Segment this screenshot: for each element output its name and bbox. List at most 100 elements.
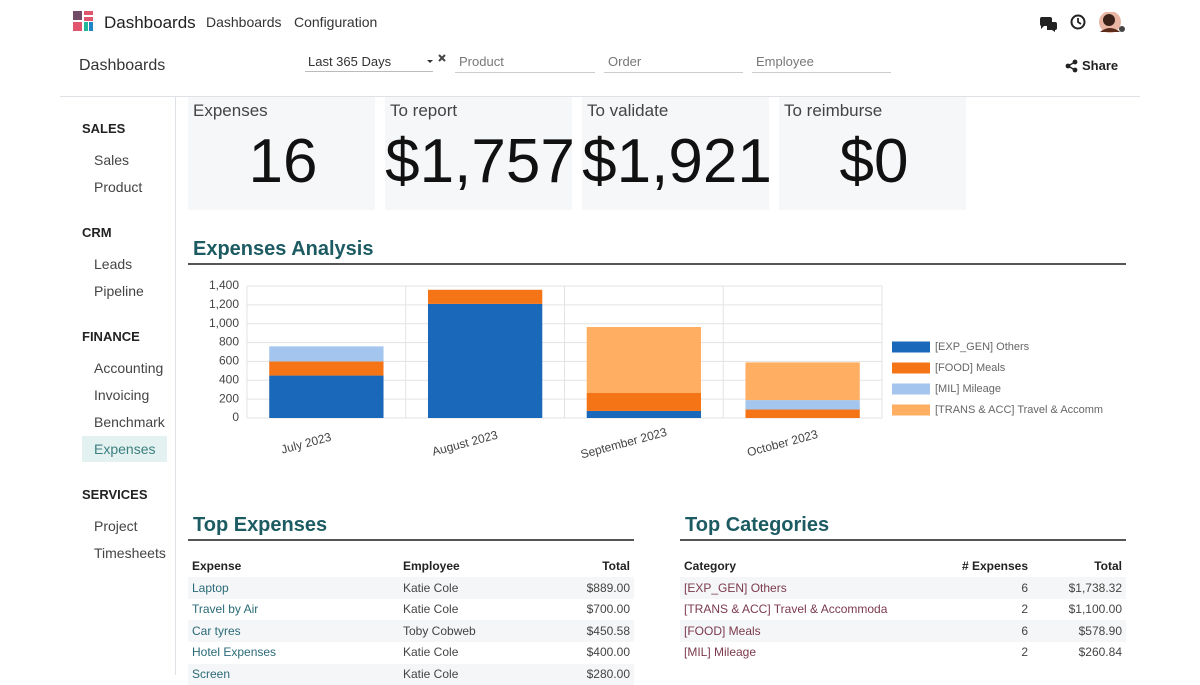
sidebar-active-highlight xyxy=(82,436,167,462)
kpi-label: To reimburse xyxy=(784,100,883,120)
table-cell[interactable]: [FOOD] Meals xyxy=(684,623,761,638)
kpi-value: 16 xyxy=(248,127,318,196)
sidebar-section-title: SALES xyxy=(82,121,126,136)
table-cell[interactable]: Laptop xyxy=(192,580,229,595)
table-cell: Katie Cole xyxy=(403,580,459,595)
table-cell[interactable]: Travel by Air xyxy=(192,602,259,617)
section-heading: Expenses Analysis xyxy=(193,237,374,260)
filter-placeholder[interactable]: Product xyxy=(459,54,504,69)
x-tick-label: September 2023 xyxy=(579,425,669,462)
sidebar-item[interactable]: Invoicing xyxy=(94,387,150,403)
filter-input-underline xyxy=(455,72,595,73)
table-cell[interactable]: [EXP_GEN] Others xyxy=(684,580,787,595)
section-underline xyxy=(188,263,1126,265)
kpi-card xyxy=(188,97,375,210)
x-tick-label: October 2023 xyxy=(745,427,819,459)
y-tick-label: 1,000 xyxy=(209,316,239,330)
table-cell: $400.00 xyxy=(586,645,630,660)
bar-segment xyxy=(586,327,702,394)
sidebar-item[interactable]: Timesheets xyxy=(94,545,166,561)
legend-label: [TRANS & ACC] Travel & Accomm xyxy=(935,404,1103,416)
kpi-card xyxy=(779,97,966,210)
legend-label: [MIL] Mileage xyxy=(935,383,1001,395)
systray[interactable] xyxy=(1038,12,1138,36)
table-row-stripe xyxy=(188,577,634,599)
table-cell: $1,100.00 xyxy=(1068,602,1122,617)
table-cell[interactable]: Screen xyxy=(192,666,231,681)
legend-swatch xyxy=(892,341,930,353)
y-tick-label: 1,400 xyxy=(209,278,239,292)
table-header: # Expenses xyxy=(961,558,1028,573)
filter-input-underline xyxy=(604,72,743,73)
table-cell: Katie Cole xyxy=(403,645,459,660)
filter-placeholder[interactable]: Order xyxy=(608,54,642,69)
table-cell: $450.58 xyxy=(586,623,630,638)
sidebar-item[interactable]: Pipeline xyxy=(94,283,144,299)
sidebar-item[interactable]: Leads xyxy=(94,256,133,272)
table-cell: 2 xyxy=(1021,645,1028,660)
legend-swatch xyxy=(892,383,930,395)
table-header: Total xyxy=(1094,558,1122,573)
date-filter[interactable]: Last 365 Days xyxy=(308,54,392,69)
bar-segment xyxy=(427,303,543,418)
y-tick-label: 0 xyxy=(232,410,239,424)
share-button[interactable]: Share xyxy=(1082,58,1119,73)
table-row-stripe xyxy=(680,620,1126,642)
table-cell: $700.00 xyxy=(586,602,630,617)
menu-item[interactable]: Dashboards xyxy=(206,14,282,30)
y-tick-label: 600 xyxy=(219,354,239,368)
sidebar-item[interactable]: Sales xyxy=(94,152,130,168)
legend-swatch xyxy=(892,404,930,416)
kpi-card xyxy=(385,97,572,210)
kpi-value: $0 xyxy=(839,127,909,196)
table-cell: 2 xyxy=(1021,602,1028,617)
y-tick-label: 200 xyxy=(219,391,239,405)
table-header: Total xyxy=(602,558,630,573)
bar-segment xyxy=(269,361,384,376)
bar-segment xyxy=(269,375,384,418)
section-underline xyxy=(680,539,1126,541)
legend-label: [EXP_GEN] Others xyxy=(935,341,1030,353)
table-cell: Katie Cole xyxy=(403,666,459,681)
table-header: Category xyxy=(684,558,737,573)
table-row-stripe xyxy=(188,620,634,642)
table-cell: $889.00 xyxy=(586,580,630,595)
table-cell: $280.00 xyxy=(586,666,630,681)
bar-segment xyxy=(586,393,702,411)
table-header: Expense xyxy=(192,558,242,573)
filter-placeholder[interactable]: Employee xyxy=(756,54,814,69)
filter-input-underline xyxy=(752,72,891,73)
date-filter-controls[interactable] xyxy=(424,53,450,67)
table-cell[interactable]: [MIL] Mileage xyxy=(684,645,757,660)
sidebar-item[interactable]: Benchmark xyxy=(94,414,165,430)
share-icon[interactable] xyxy=(1065,59,1079,73)
table-cell[interactable]: Hotel Expenses xyxy=(192,645,277,660)
legend-swatch xyxy=(892,362,930,374)
sidebar-item[interactable]: Product xyxy=(94,179,143,195)
table-row-stripe xyxy=(680,577,1126,599)
menu-item[interactable]: Configuration xyxy=(294,14,378,30)
x-tick-label: July 2023 xyxy=(280,430,334,457)
sidebar-item[interactable]: Project xyxy=(94,518,138,534)
bar-segment xyxy=(745,362,860,401)
sidebar-section-title: SERVICES xyxy=(82,487,148,502)
table-cell[interactable]: [TRANS & ACC] Travel & Accommoda xyxy=(684,602,888,617)
y-tick-label: 800 xyxy=(219,335,239,349)
bar-segment xyxy=(427,289,543,304)
sidebar-item[interactable]: Accounting xyxy=(94,360,164,376)
section-heading: Top Expenses xyxy=(193,513,328,536)
table-cell: $1,738.32 xyxy=(1068,580,1122,595)
sidebar-item[interactable]: Expenses xyxy=(94,441,156,457)
table-header: Employee xyxy=(403,558,460,573)
table-cell: Katie Cole xyxy=(403,602,459,617)
table-cell[interactable]: Car tyres xyxy=(192,623,241,638)
app-name[interactable]: Dashboards xyxy=(104,12,196,32)
table-cell: 6 xyxy=(1021,623,1028,638)
kpi-label: Expenses xyxy=(193,100,268,120)
y-tick-label: 400 xyxy=(219,372,239,386)
sidebar-section-title: FINANCE xyxy=(82,329,140,344)
kpi-value: $1,757 xyxy=(385,127,575,196)
kpi-value: $1,921 xyxy=(582,127,772,196)
y-tick-label: 1,200 xyxy=(209,297,239,311)
